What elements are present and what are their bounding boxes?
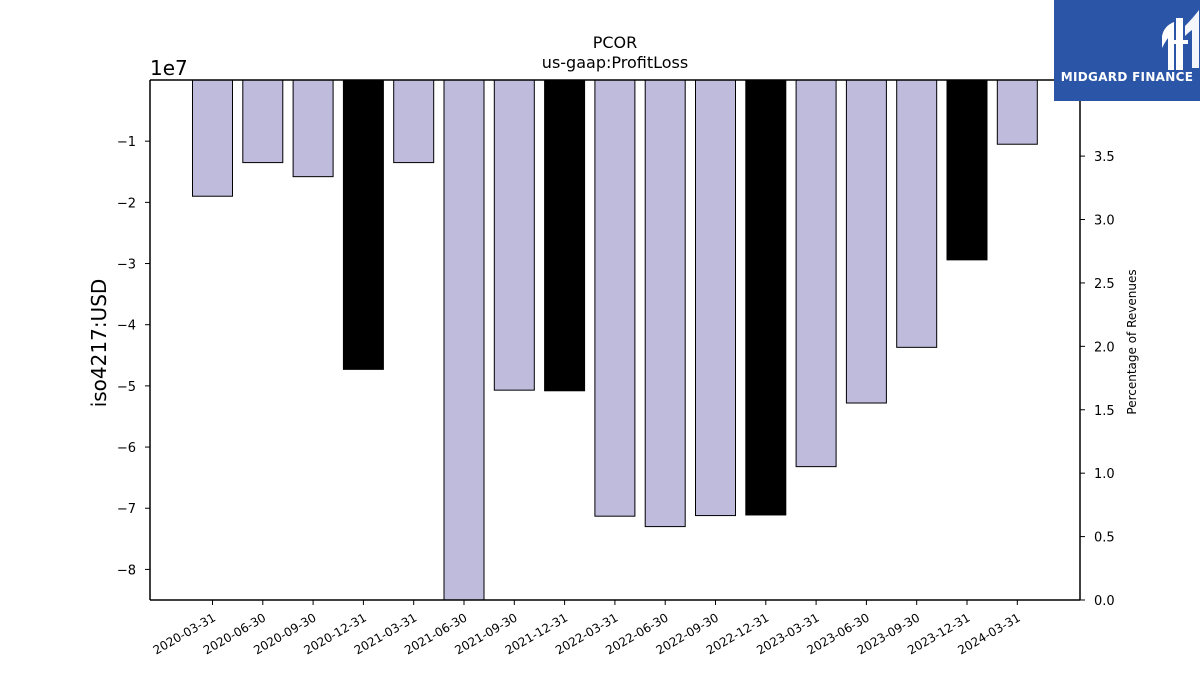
y2-tick-label: 1.0 <box>1094 467 1115 482</box>
y-tick-label: −5 <box>117 380 136 395</box>
y-tick-label: −6 <box>117 441 136 456</box>
y-tick-label: −8 <box>117 563 136 578</box>
bar-2021-12-31 <box>544 79 586 392</box>
y-tick-label: −3 <box>117 258 136 273</box>
y2-tick-label: 2.5 <box>1094 277 1115 292</box>
y-tick-label: −7 <box>117 502 136 517</box>
y2-tick-label: 3.5 <box>1094 150 1115 165</box>
y2-tick-label: 0.0 <box>1094 594 1115 609</box>
y-offset-label: 1e7 <box>150 56 188 80</box>
y2-tick-label: 0.5 <box>1094 531 1115 546</box>
y2-axis-label: Percentage of Revenues <box>1125 269 1139 415</box>
chart-title: PCOR <box>592 33 638 52</box>
bars-group <box>192 79 1038 601</box>
bar-2023-12-31 <box>946 79 988 261</box>
bar-2023-03-31 <box>795 79 837 468</box>
bar-2021-06-30 <box>443 79 485 601</box>
bar-2020-09-30 <box>292 79 334 178</box>
y-tick-label: −2 <box>117 196 136 211</box>
bar-2020-12-31 <box>342 79 384 370</box>
y-tick-label: −4 <box>117 319 136 334</box>
y2-tick-label: 3.0 <box>1094 214 1115 229</box>
bar-2022-06-30 <box>644 79 686 528</box>
bar-2022-03-31 <box>594 79 636 517</box>
bar-2022-09-30 <box>695 79 736 517</box>
logo: MIDGARD FINANCE <box>1054 0 1200 101</box>
y2-tick-label: 2.0 <box>1094 340 1115 355</box>
chart-subtitle: us-gaap:ProfitLoss <box>541 53 689 72</box>
bar-2023-06-30 <box>845 79 887 404</box>
logo-name: MIDGARD FINANCE <box>1060 70 1194 84</box>
y2-tick-label: 1.5 <box>1094 404 1115 419</box>
bar-2023-09-30 <box>896 79 938 348</box>
bar-2022-12-31 <box>745 79 787 516</box>
midgard-logo-icon <box>1162 10 1199 70</box>
bar-2024-03-31 <box>996 79 1038 145</box>
y-tick-label: −1 <box>117 135 136 150</box>
bar-2021-03-31 <box>393 79 435 164</box>
bar-2021-09-30 <box>493 79 535 391</box>
y-axis-label: iso4217:USD <box>87 278 111 408</box>
bar-2020-06-30 <box>242 79 284 164</box>
bar-2020-03-31 <box>192 79 233 197</box>
